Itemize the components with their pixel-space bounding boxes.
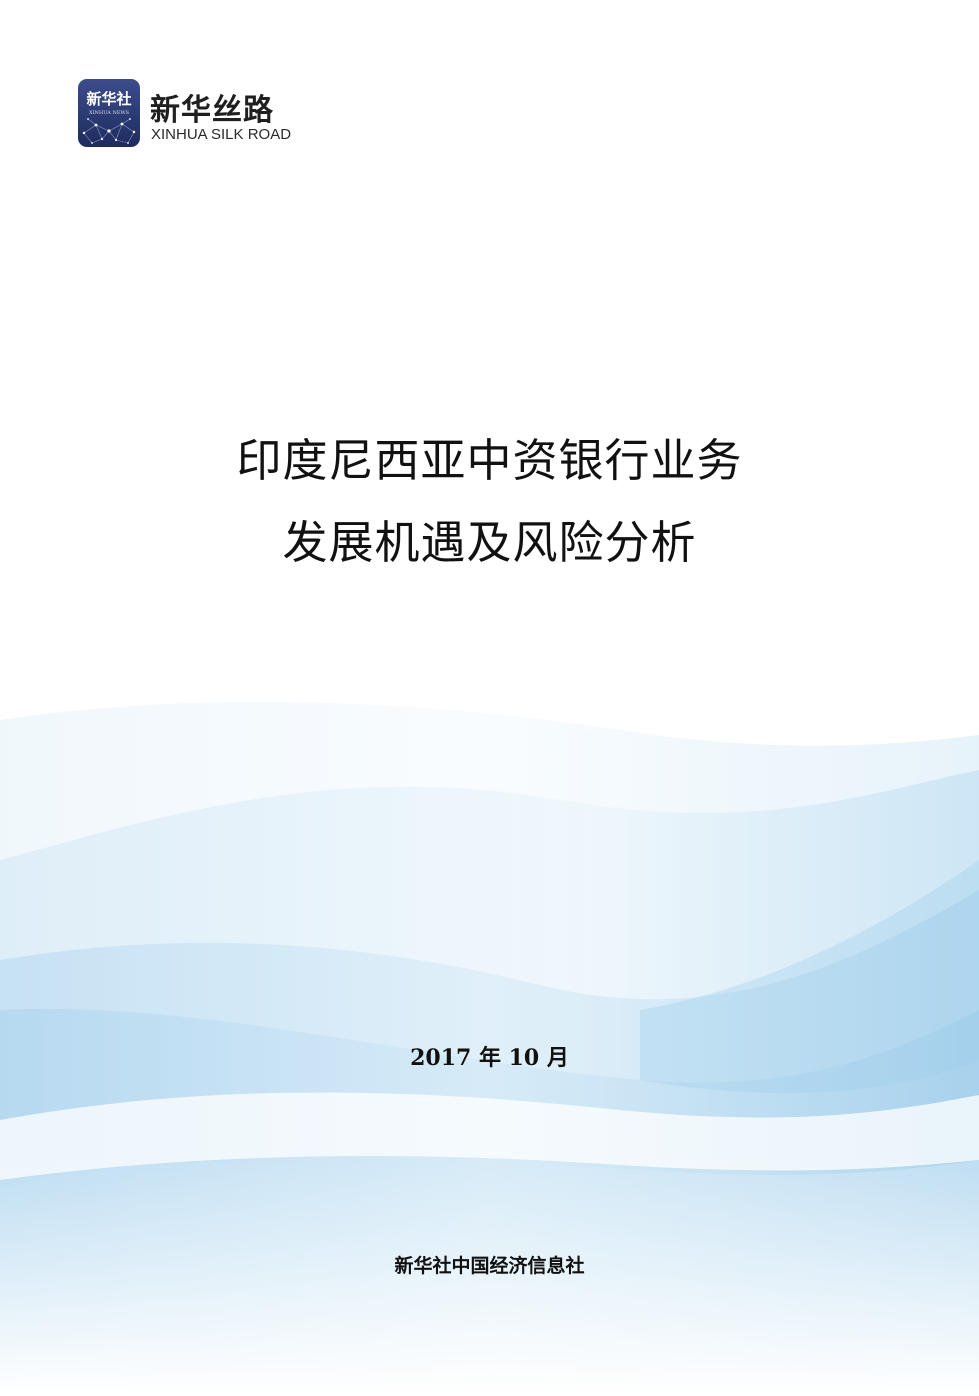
wave-arc-right (640, 860, 979, 1094)
report-date: 2017 年 10 月 (410, 1045, 569, 1071)
badge-english-text: XINHUA NEWS (88, 110, 130, 116)
publisher-name: 新华社中国经济信息社 (394, 1255, 585, 1277)
xinhua-silk-road-logo: 新华社 XINHUA NEWS 新华丝路 XINHUA SILK ROAD (78, 79, 318, 149)
brand-name-chinese: 新华丝路 (150, 93, 274, 128)
xinhua-news-badge: 新华社 XINHUA NEWS (78, 79, 140, 147)
report-title-line-2: 发展机遇及风险分析 (282, 516, 697, 569)
report-title-line-1: 印度尼西亚中资银行业务 (236, 434, 743, 487)
bottom-fade (0, 1150, 979, 1396)
badge-chinese-text: 新华社 (86, 90, 132, 108)
brand-name-english: XINHUA SILK ROAD (151, 126, 292, 143)
network-pattern-icon (82, 118, 136, 144)
